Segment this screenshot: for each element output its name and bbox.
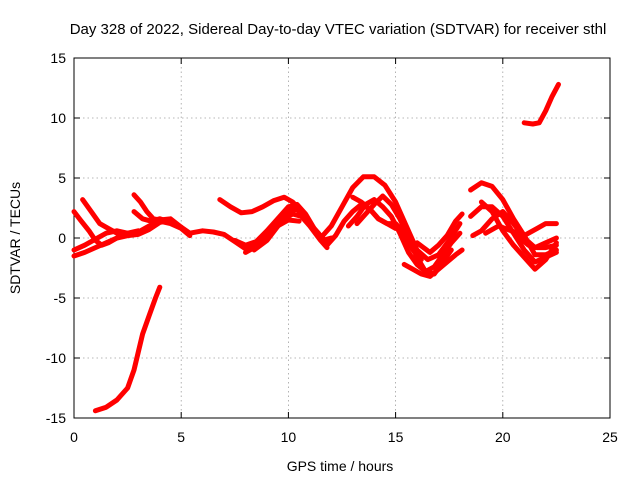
x-tick-label: 15 bbox=[388, 429, 404, 445]
x-tick-label: 20 bbox=[495, 429, 511, 445]
series-arc-17 bbox=[350, 194, 399, 231]
x-tick-label: 25 bbox=[602, 429, 618, 445]
y-tick-label: -10 bbox=[46, 350, 66, 366]
series-arc-13 bbox=[318, 174, 463, 263]
x-tick-label: 5 bbox=[177, 429, 185, 445]
series-arc-5 bbox=[92, 284, 163, 414]
series-arc-18 bbox=[401, 247, 465, 279]
series-arc-19 bbox=[414, 211, 465, 255]
series-arc-20 bbox=[468, 180, 559, 258]
y-tick-label: -5 bbox=[54, 290, 67, 306]
x-tick-label: 0 bbox=[70, 429, 78, 445]
x-axis-label: GPS time / hours bbox=[287, 458, 394, 474]
series-arc-7 bbox=[131, 209, 193, 236]
chart-title: Day 328 of 2022, Sidereal Day-to-day VTE… bbox=[70, 21, 607, 38]
y-tick-label: 10 bbox=[50, 110, 66, 126]
y-tick-label: 0 bbox=[58, 230, 66, 246]
ticks-layer: 0 5 10 15 20 25 -15 -10 -5 0 5 10 15 bbox=[46, 50, 618, 445]
series-arc-24 bbox=[483, 221, 559, 239]
y-tick-label: 15 bbox=[50, 50, 66, 66]
series-arc-22 bbox=[470, 209, 559, 251]
y-tick-label: 5 bbox=[58, 170, 66, 186]
series-arc-26 bbox=[521, 81, 561, 127]
y-axis-label: SDTVAR / TECUs bbox=[7, 182, 23, 294]
series-arc-4 bbox=[71, 228, 141, 253]
series-arc-12 bbox=[251, 206, 326, 253]
series-arc-23 bbox=[478, 199, 559, 272]
series-layer bbox=[71, 81, 561, 414]
y-tick-label: -15 bbox=[46, 410, 66, 426]
x-tick-label: 10 bbox=[281, 429, 297, 445]
series-arc-25 bbox=[508, 228, 559, 251]
